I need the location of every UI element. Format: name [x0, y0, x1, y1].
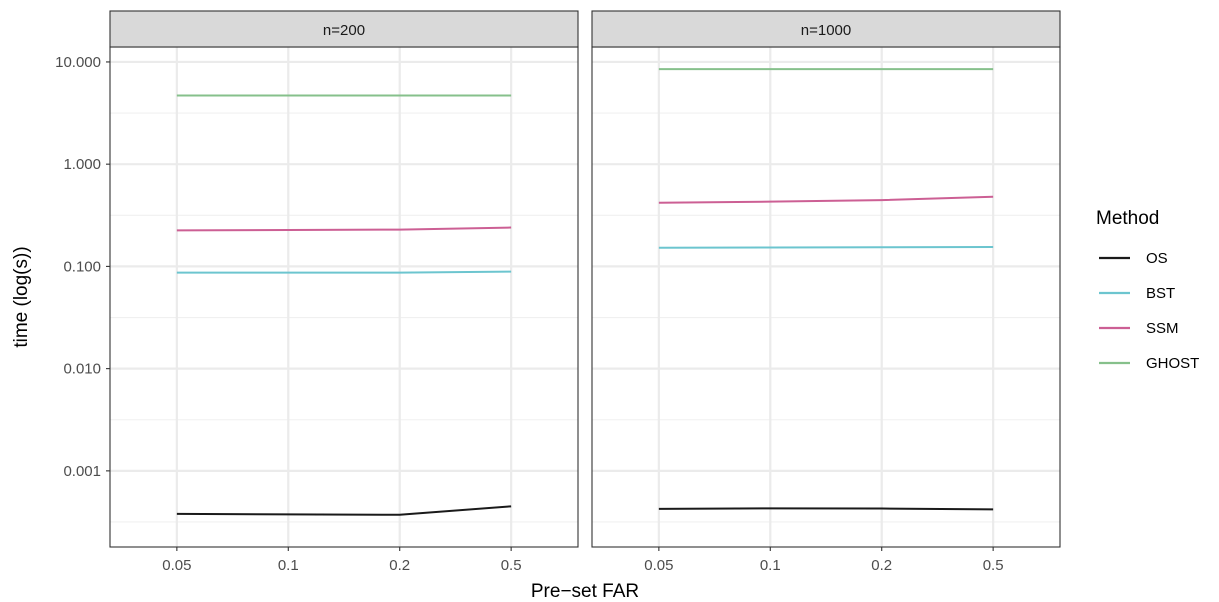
legend-label-ssm: SSM	[1146, 320, 1179, 337]
legend-label-bst: BST	[1146, 285, 1175, 302]
x-axis-title: Pre−set FAR	[531, 581, 639, 602]
panel-n200: n=200	[110, 11, 578, 547]
x-axis: 0.05 0.1 0.2 0.5 0.05 0.1 0.2 0.5	[162, 547, 1003, 574]
y-axis-title: time (log(s))	[11, 246, 32, 347]
strip-label: n=200	[323, 22, 365, 39]
y-tick-label: 10.000	[55, 54, 101, 71]
y-tick-label: 0.010	[63, 361, 101, 378]
x-tick-label: 0.1	[278, 557, 299, 574]
legend-title: Method	[1096, 208, 1159, 229]
y-tick-label: 0.100	[63, 258, 101, 275]
x-tick-label: 0.05	[644, 557, 673, 574]
legend: Method OS BST SSM GHOST	[1096, 208, 1199, 372]
series-line-bst	[659, 247, 993, 248]
x-tick-label: 0.5	[983, 557, 1004, 574]
y-axis: 0.001 0.010 0.100 1.000 10.000	[55, 54, 110, 480]
legend-label-ghost: GHOST	[1146, 355, 1199, 372]
series-line-os	[659, 508, 993, 509]
x-tick-label: 0.2	[871, 557, 892, 574]
y-tick-label: 1.000	[63, 156, 101, 173]
x-tick-label: 0.1	[760, 557, 781, 574]
legend-label-os: OS	[1146, 250, 1168, 267]
strip-label: n=1000	[801, 22, 851, 39]
panel-background	[110, 47, 578, 547]
panel-n1000: n=1000	[592, 11, 1060, 547]
x-tick-label: 0.05	[162, 557, 191, 574]
y-tick-label: 0.001	[63, 463, 101, 480]
series-line-bst	[177, 272, 511, 273]
x-tick-label: 0.2	[389, 557, 410, 574]
x-tick-label: 0.5	[501, 557, 522, 574]
panel-background	[592, 47, 1060, 547]
